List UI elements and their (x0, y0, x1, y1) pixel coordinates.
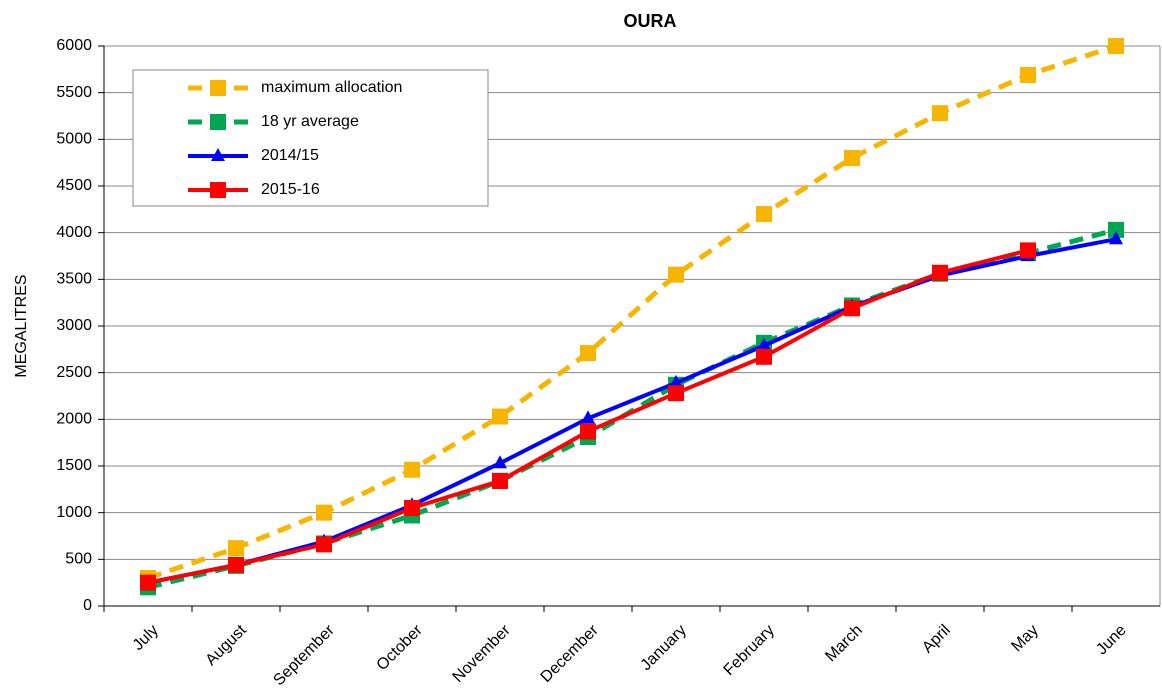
marker (492, 408, 508, 425)
y-tick-label: 1500 (56, 457, 92, 474)
y-tick-label: 3500 (56, 271, 92, 288)
marker (932, 105, 948, 122)
legend-label: 2015-16 (261, 181, 320, 198)
y-tick-label: 2500 (56, 364, 92, 381)
marker (668, 266, 684, 283)
x-tick-label: November (450, 621, 515, 686)
y-tick-label: 5500 (56, 84, 92, 101)
legend-marker (210, 114, 226, 130)
y-tick-label: 0 (83, 597, 92, 614)
x-tick-label: April (919, 622, 954, 657)
marker (492, 472, 508, 489)
y-tick-label: 4500 (56, 177, 92, 194)
x-tick-label: June (1093, 622, 1130, 659)
marker (581, 410, 595, 424)
x-tick-label: February (721, 622, 778, 679)
legend-marker (211, 148, 225, 161)
series-line (147, 43, 1117, 581)
y-tick-label: 3000 (56, 317, 92, 334)
marker (316, 504, 332, 521)
marker (228, 556, 244, 573)
y-tick-label: 2000 (56, 411, 92, 428)
marker (757, 337, 771, 351)
marker (668, 385, 684, 402)
x-tick-label: September (270, 621, 338, 689)
marker (404, 461, 420, 478)
marker (756, 206, 772, 222)
marker (228, 540, 244, 557)
marker (844, 300, 860, 317)
x-tick-label: October (374, 621, 427, 674)
legend-label: 2014/15 (261, 147, 319, 164)
y-tick-label: 6000 (56, 37, 92, 54)
y-tick-label: 4000 (56, 224, 92, 241)
chart-title: OURA (624, 11, 677, 31)
series-line (147, 237, 1117, 585)
marker (932, 264, 948, 281)
marker (1109, 231, 1123, 245)
marker (844, 150, 860, 166)
marker (756, 348, 772, 365)
legend-box (132, 69, 489, 207)
legend: maximum allocation 18 yr average 2014/15 20… (132, 69, 489, 207)
marker (404, 500, 420, 516)
legend-marker (210, 80, 226, 96)
x-tick-label: December (538, 621, 603, 686)
marker (140, 574, 156, 591)
x-tick-label: August (203, 621, 251, 669)
x-tick-label: January (638, 622, 690, 674)
marker (580, 423, 596, 440)
series-line (147, 227, 1117, 590)
legend-label: 18 yr average (261, 113, 359, 130)
y-axis-label: MEGALITRES (13, 274, 30, 377)
legend-marker (210, 182, 226, 198)
marker (1020, 66, 1036, 83)
marker (1108, 38, 1124, 54)
marker (316, 536, 332, 553)
marker (1108, 221, 1124, 238)
x-tick-label: March (822, 622, 865, 665)
legend-label: maximum allocation (261, 79, 402, 96)
marker (669, 374, 683, 388)
y-tick-label: 500 (65, 551, 92, 568)
marker (580, 345, 596, 362)
marker (1020, 242, 1036, 259)
x-tick-label: May (1008, 622, 1041, 655)
y-tick-label: 1000 (56, 504, 92, 521)
marker (493, 455, 507, 469)
x-tick-label: July (130, 622, 162, 654)
y-tick-label: 5000 (56, 131, 92, 148)
